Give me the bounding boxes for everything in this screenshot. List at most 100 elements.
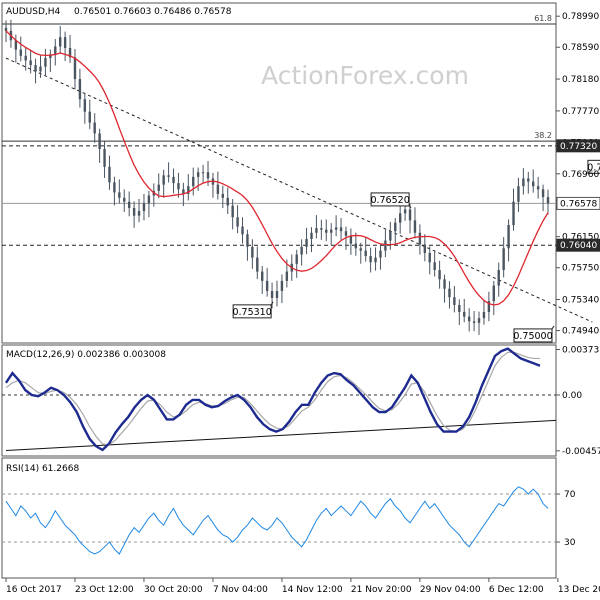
candle-body <box>221 193 224 198</box>
candle-body <box>118 192 121 198</box>
candle-body <box>428 252 431 263</box>
candle-body <box>482 311 486 319</box>
candle-body <box>103 148 106 167</box>
time-tick-label: 23 Oct 12:00 <box>75 585 134 595</box>
candle-body <box>344 231 348 236</box>
candle-body <box>177 183 180 190</box>
price-annotation-box <box>587 159 600 174</box>
watermark: ActionForex.com <box>261 61 469 90</box>
candle-body <box>192 176 195 187</box>
candle-body <box>98 133 101 149</box>
candle-body <box>14 40 18 50</box>
candle-body <box>364 250 367 257</box>
candle-body <box>231 205 234 218</box>
candle-body <box>339 227 343 232</box>
candle-body <box>374 257 377 263</box>
candle-body <box>295 254 298 264</box>
candle-body <box>443 279 446 289</box>
candle-body <box>334 227 338 230</box>
candle-body <box>546 197 550 204</box>
price-axis: 0.789900.785900.781800.777700.773600.769… <box>556 12 600 337</box>
candle-body <box>34 65 37 72</box>
rsi-label: RSI(14) 61.2668 <box>6 464 79 474</box>
price-tick-label: 0.76150 <box>562 233 599 243</box>
candle-body <box>413 220 417 233</box>
candle-body <box>285 271 289 281</box>
candle-body <box>54 46 57 55</box>
candle-body <box>384 240 387 251</box>
candle-body <box>49 54 52 59</box>
candle-body <box>167 175 170 177</box>
candle-body <box>300 246 303 255</box>
candle-body <box>325 229 328 233</box>
price-highlight-label: 0.76578 <box>560 199 597 209</box>
price-tick-label: 0.78180 <box>562 75 599 85</box>
candle-body <box>522 178 525 187</box>
price-annotation-box <box>513 328 553 343</box>
time-tick-label: 14 Nov 12:00 <box>282 585 343 595</box>
rsi-line <box>5 486 549 555</box>
time-axis: 16 Oct 2017 23 Oct 12:00 30 Oct 20:00 7 Nov… <box>5 578 600 595</box>
rsi-axis: 70 30 <box>556 490 576 548</box>
candle-body <box>4 27 8 31</box>
time-tick-label: 7 Nov 04:00 <box>213 585 268 595</box>
macd-tick-label: 0.00 <box>562 391 582 401</box>
candle-body <box>507 225 510 249</box>
candle-body <box>39 66 42 72</box>
rsi-pane[interactable]: RSI(14) 61.2668 <box>1 457 557 579</box>
candle-body <box>517 186 520 202</box>
candle-body <box>19 49 22 56</box>
time-tick-label: 29 Nov 04:00 <box>420 585 481 595</box>
candle-body <box>196 172 200 177</box>
symbol-label: AUDUSD,H4 <box>6 7 61 17</box>
price-highlight-label: 0.77320 <box>560 142 597 152</box>
candle-body <box>359 248 362 251</box>
candle-body <box>275 290 279 298</box>
price-tick-label: 0.77770 <box>562 107 599 117</box>
candle-body <box>541 189 545 198</box>
candle-body <box>280 280 284 291</box>
price-highlight-box <box>556 196 600 210</box>
candle-body <box>201 172 205 174</box>
candle-body <box>463 311 466 317</box>
candle-body <box>157 184 160 191</box>
time-tick-label: 30 Oct 20:00 <box>144 585 203 595</box>
price-annotation-label: 0.76940 <box>587 162 600 173</box>
candle-body <box>467 316 471 322</box>
candle-body <box>137 211 141 216</box>
candle-body <box>270 290 274 298</box>
ohlc-label: 0.76501 0.76603 0.76486 0.76578 <box>74 7 232 17</box>
candle-body <box>349 235 353 244</box>
candle-body <box>305 238 308 247</box>
candle-body <box>162 175 165 185</box>
candle-body <box>458 304 461 312</box>
candle-body <box>394 222 397 232</box>
candle-body <box>379 250 382 258</box>
time-tick-label: 16 Oct 2017 <box>6 585 62 595</box>
fib-label: 61.8 <box>534 14 552 23</box>
price-tick-label: 0.75750 <box>562 264 599 274</box>
trend-line <box>5 57 593 323</box>
price-tick-label: 0.78990 <box>562 12 599 22</box>
candle-body <box>418 232 422 245</box>
candle-body <box>532 181 535 187</box>
price-annotation-label: 0.76520 <box>370 195 409 206</box>
price-tick-label: 0.74940 <box>562 327 599 337</box>
candle-body <box>147 195 151 204</box>
main-chart-pane[interactable]: ActionForex.com 61.8 38.2 0.75310 0.76520 0… <box>1 2 600 344</box>
candle-body <box>453 297 456 305</box>
macd-axis: 0.003732 0.00 -0.004576 <box>556 345 600 457</box>
candle-body <box>398 213 402 223</box>
candle-body <box>216 184 220 194</box>
price-annotation-box <box>370 192 410 207</box>
macd-pane[interactable]: MACD(12,26,9) 0.002386 0.003008 <box>1 344 557 457</box>
candle-body <box>127 201 131 208</box>
candle-body <box>24 55 27 61</box>
candle-body <box>403 209 407 214</box>
candle-body <box>438 270 441 280</box>
rsi-tick-label: 70 <box>564 490 576 500</box>
candle-body <box>448 288 451 298</box>
candle-body <box>527 178 530 182</box>
candle-body <box>78 79 82 100</box>
